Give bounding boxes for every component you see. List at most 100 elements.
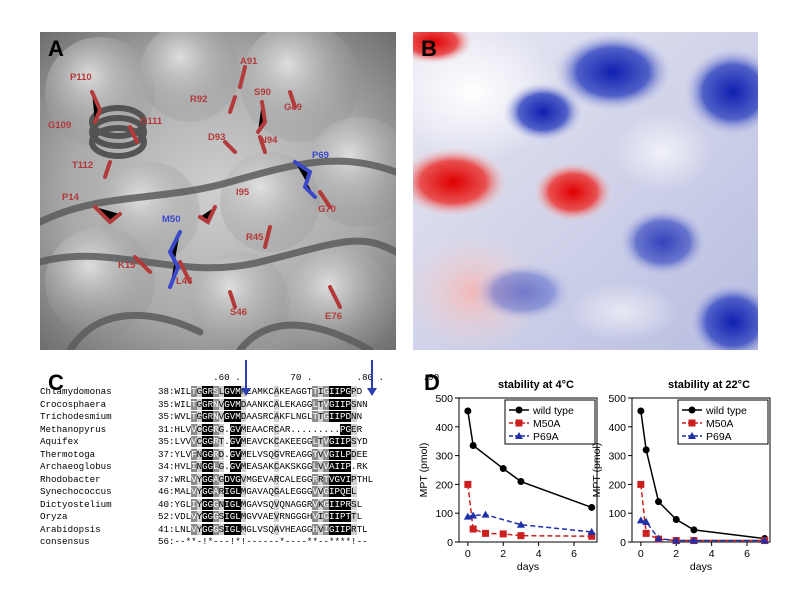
panel-a-structure: A P110 A91 R92 S90 G89 G109 G111 D93 N94 T112 P69 P… [40,32,396,350]
panel-d-label: D [424,370,440,395]
legend-label: wild type [532,405,574,417]
panel-a-label: A [48,36,64,61]
y-tick-label: 300 [608,451,626,463]
data-point [672,536,681,544]
panel-b-label: B [421,36,437,61]
residue-label: S90 [254,87,271,98]
residue-label: P14 [62,192,79,203]
data-point [655,498,663,506]
arrow-p69-head-icon [367,388,377,396]
sequence-string: 41:LNLVYGGGSIGLMGLVSQAVHEAGGHVIGIIPRTL [158,523,368,535]
alignment-row: Aquifex 35:LVVVCGGRT.GVMEAVCKCAKEEGGLTVGI… [40,436,410,448]
organism-name: Synechococcus [40,486,112,497]
y-tick-label: 200 [608,479,626,491]
data-point [517,478,525,486]
data-point [588,503,596,511]
x-tick-label: 6 [744,548,750,560]
organism-name: Oryza [40,511,68,522]
sequence-string: 56:--**-!*---!*!------*----**--****!-- [158,536,368,547]
residue-label: A91 [240,56,258,67]
arrow-m50-head-icon [241,388,251,396]
x-tick-label: 6 [571,548,577,560]
organism-name: Archaeoglobus [40,461,112,472]
y-tick-label: 100 [435,508,453,520]
data-point [672,516,680,524]
surface-image [413,32,758,350]
y-tick-label: 100 [608,508,626,520]
sequence-string: 38:WILTGGRSLGVMHEAMKCAKEAGGTTIGIIPGPD [158,386,363,397]
sequence-string: 52:VDLVYGGGSIGLMGVVAEVRNGGGHVIGIIPTTL [158,511,363,522]
legend-label: M50A [706,418,733,430]
y-tick-label: 0 [620,537,626,549]
data-point [469,525,477,533]
data-point [637,480,645,488]
plot-frame [631,397,771,543]
alignment-row: Rhodobacter 37:WRLVYGGAGDVGVMGEVARCALEGGR… [40,473,410,486]
x-axis-label: days [517,561,539,572]
legend-marker [515,432,523,439]
data-point [464,480,472,488]
alignment-row: Trichodesmium 35:WVLTGGRNVGVMDAASRCAKFLNG… [40,411,410,423]
legend-label: P69A [706,431,732,443]
legend-marker [688,419,696,427]
line-chart: stability at 4°C 0 100 200 300 400 500 0 2 4 6 days… [418,379,598,573]
chart-title: stability at 22°C [668,379,750,391]
data-point [690,526,698,534]
residue-label: R45 [246,232,264,243]
sequence-string: 40:YGLIYGGGNIGLMGAVSQVQNAGGRVKGIIPRSL [158,498,363,510]
panel-c-label: C [48,370,64,395]
sequence-string: 31:HLVVCGGRG.GVMEAACRCAR.........PGER [158,423,363,435]
y-axis-label: MPT (pmol) [591,443,603,498]
residue-label: T112 [72,160,94,171]
x-tick-label: 2 [673,548,679,560]
alignment-row: Arabidopsis 41:LNLVYGGGSIGLMGLVSQAVHEAGGH… [40,523,410,536]
organism-name: Dictyostelium [40,498,112,510]
organism-name: Aquifex [40,436,79,447]
data-point [499,530,507,538]
x-axis-label: days [690,561,712,572]
legend-marker [688,432,696,439]
alignment-row: Oryza 52:VDLVYGGGSIGLMGVVAEVRNGGGHVIGIIPT… [40,511,410,523]
legend-marker [688,406,696,414]
chart-title: stability at 4°C [498,379,574,391]
residue-label: G89 [284,102,302,113]
structure-image [40,32,396,350]
data-point [636,516,645,524]
organism-name: Methanopyrus [40,423,107,435]
sequence-string: 46:MALVYGGARIGLMGAVAQGALEGGGVVGIPQEL [158,486,357,497]
alignment-ruler: .60 . 70 . .80 . .90 [158,372,440,383]
sequence-string: 35:WILTGGRNVGVMDAANKCALEKAGGLTVGIIPSNN [158,398,368,410]
residue-label: R92 [190,94,208,105]
sequence-string: 37:YLVFNGGRD.GVMELVSQGVREAGGTVVGILPDEE [158,448,368,460]
y-tick-label: 400 [435,422,453,434]
residue-label: G111 [140,116,163,127]
line-chart: stability at 22°C 0 100 200 300 400 500 0 2 4 6 day… [591,379,771,573]
series-line [640,410,765,540]
y-tick-label: 200 [435,479,453,491]
legend-label: M50A [533,418,560,430]
data-point [516,520,525,528]
organism-name: Crocosphaera [40,398,107,410]
alignment-row: consensus 56:--**-!*---!*!------*----**--… [40,536,410,548]
organism-name: Trichodesmium [40,411,112,422]
y-tick-label: 500 [608,393,626,405]
alignment-row: Dictyostelium 40:YGLIYGGGNIGLMGAVSQVQNAGG… [40,498,410,511]
alignment-row: Methanopyrus 31:HLVVCGGRG.GVMEAACRCAR....… [40,423,410,436]
alignment-row: Archaeoglobus 34:HVLINGGLG.GVMEASAKCAKSKG… [40,461,410,473]
sequence-string: 35:LVVVCGGRT.GVMEAVCKCAKEEGGLTVGIIPSYD [158,436,368,447]
series-line [467,484,592,537]
x-tick-label: 0 [465,548,471,560]
data-point [469,442,477,450]
y-tick-label: 0 [447,537,453,549]
data-point [588,532,596,540]
data-point [689,536,698,544]
data-point [587,527,596,535]
alignment-arrows [241,360,377,396]
x-tick-label: 4 [709,548,715,560]
residue-label: M50 [162,214,181,225]
organism-name: Chlamydomonas [40,386,112,397]
series-line [640,484,765,542]
data-point [637,407,645,415]
chart-22c: stability at 22°C 0 100 200 300 400 500 0 2 4 6 day… [588,372,778,573]
organism-name: consensus [40,536,90,547]
